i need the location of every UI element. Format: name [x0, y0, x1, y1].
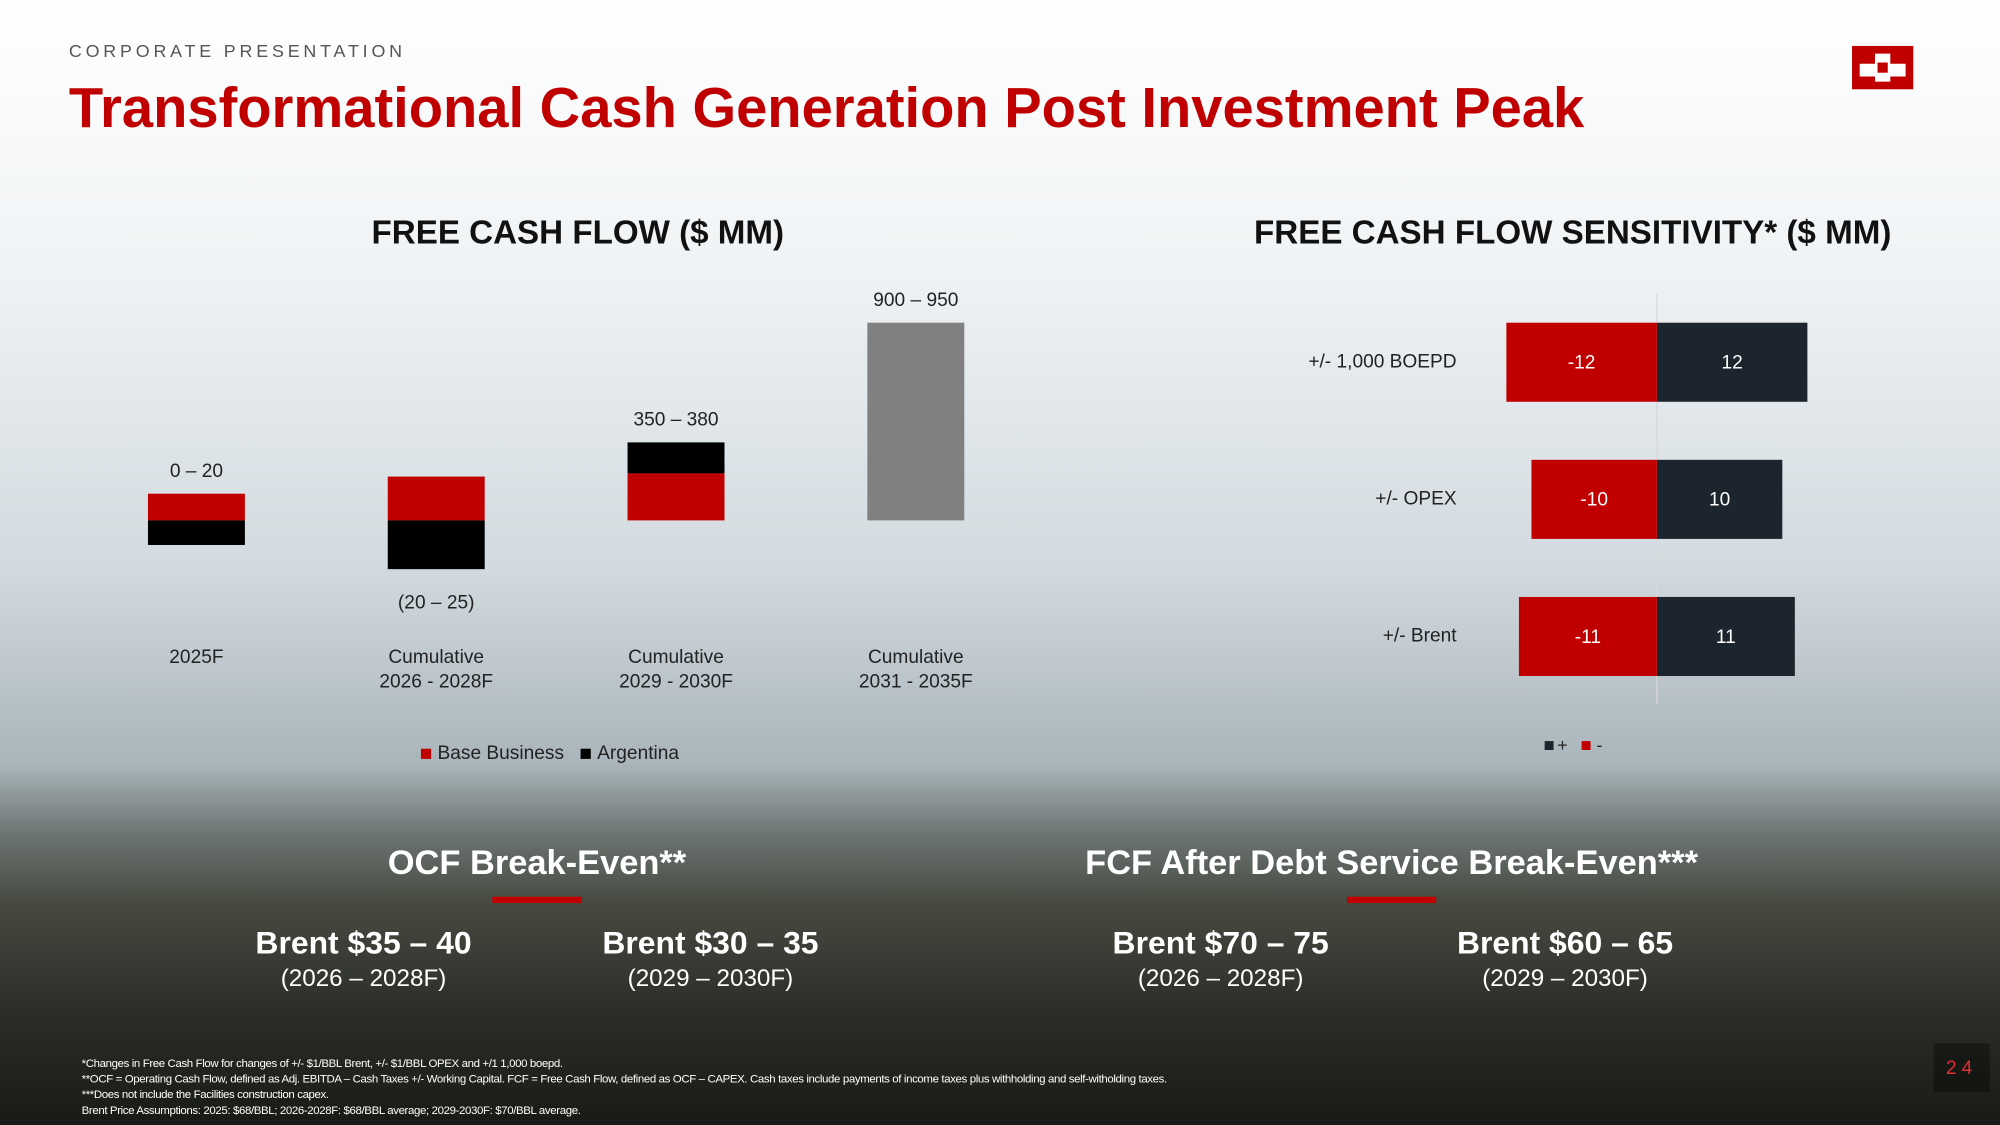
legend-swatch — [420, 748, 432, 759]
legend-swatch — [1581, 741, 1591, 750]
data-label: -11 — [1575, 627, 1601, 648]
bar — [387, 476, 485, 521]
break-even-period: (2026 – 2028F) — [1138, 965, 1304, 992]
break-even-title: FCF After Debt Service Break-Even*** — [1085, 844, 1698, 882]
range-label: 0 – 20 — [170, 461, 223, 482]
title-underline — [1346, 896, 1437, 904]
page-number-box — [1933, 1043, 1990, 1092]
legend-label: + — [1557, 735, 1567, 755]
bar — [1518, 596, 1657, 677]
range-label: 350 – 380 — [633, 410, 718, 431]
footnote: ***Does not include the Facilities const… — [82, 1089, 329, 1101]
bar — [147, 520, 245, 545]
slide-title: Transformational Cash Generation Post In… — [69, 76, 1585, 139]
chart-title: FREE CASH FLOW ($ MM) — [372, 214, 785, 251]
section-label: CORPORATE PRESENTATION — [69, 41, 406, 61]
chart-title: FREE CASH FLOW SENSITIVITY* ($ MM) — [1254, 214, 1891, 251]
legend-label: Base Business — [438, 743, 565, 764]
break-even-title: OCF Break-Even** — [388, 844, 687, 882]
break-even-price: Brent $30 – 35 — [602, 925, 818, 961]
footnote: Brent Price Assumptions: 2025: $68/BBL; … — [82, 1105, 581, 1117]
x-tick-label: Cumulative — [868, 647, 964, 668]
data-label: -12 — [1568, 353, 1596, 374]
footnote: **OCF = Operating Cash Flow, defined as … — [82, 1073, 1167, 1085]
break-even-period: (2026 – 2028F) — [281, 965, 447, 992]
bar — [867, 322, 965, 521]
data-label: 10 — [1709, 490, 1730, 511]
range-label: 900 – 950 — [873, 290, 958, 311]
data-label: -10 — [1580, 490, 1608, 511]
bar — [147, 493, 245, 521]
break-even-period: (2029 – 2030F) — [628, 965, 794, 992]
break-even-period: (2029 – 2030F) — [1482, 965, 1648, 992]
break-even-price: Brent $60 – 65 — [1457, 925, 1673, 961]
bar — [1656, 596, 1795, 677]
legend-swatch — [580, 748, 591, 759]
range-label: (20 – 25) — [398, 593, 475, 614]
bar — [1656, 459, 1783, 539]
legend-label: - — [1597, 735, 1603, 755]
y-tick-label: +/- OPEX — [1375, 488, 1457, 509]
x-tick-label: 2025F — [169, 647, 223, 668]
break-even-price: Brent $70 – 75 — [1113, 925, 1329, 961]
legend-label: Argentina — [597, 743, 679, 764]
bar — [1656, 322, 1808, 402]
data-label: 12 — [1722, 353, 1743, 374]
title-underline — [492, 896, 582, 904]
bar — [627, 442, 725, 474]
bar — [1531, 459, 1657, 539]
y-tick-label: +/- Brent — [1383, 626, 1458, 647]
x-tick-label: Cumulative — [388, 647, 484, 668]
bar — [387, 520, 485, 570]
bar — [1506, 322, 1657, 402]
bar — [627, 473, 725, 521]
legend-swatch — [1544, 741, 1554, 750]
x-tick-label: 2031 - 2035F — [859, 671, 973, 692]
x-tick-label: Cumulative — [628, 647, 724, 668]
break-even-price: Brent $35 – 40 — [255, 925, 471, 961]
x-tick-label: 2026 - 2028F — [379, 671, 493, 692]
logo — [1852, 45, 1914, 90]
page-number: 24 — [1946, 1058, 1977, 1079]
data-label: 11 — [1716, 627, 1736, 648]
footnote: *Changes in Free Cash Flow for changes o… — [82, 1058, 563, 1070]
x-tick-label: 2029 - 2030F — [619, 671, 733, 692]
y-tick-label: +/- 1,000 BOEPD — [1308, 351, 1456, 372]
